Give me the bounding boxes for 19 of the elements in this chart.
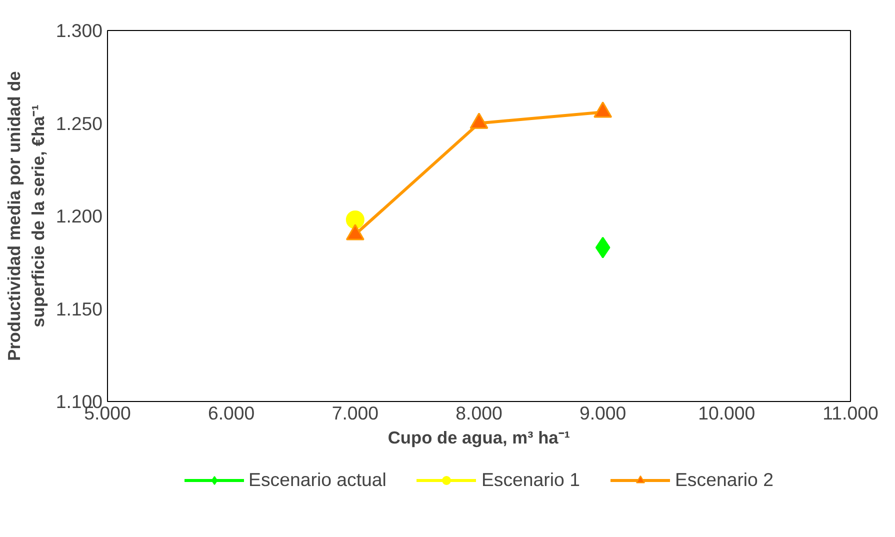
y-tick-label: 1.200 (56, 206, 102, 226)
x-tick-label: 10.000 (698, 402, 756, 424)
x-tick-label: 11.000 (822, 402, 878, 424)
x-axis-title: Cupo de agua, m³ ha⁻¹ (388, 428, 570, 448)
point (470, 112, 488, 129)
x-tick-label: 9.000 (579, 402, 626, 424)
y-tick-label: 1.300 (56, 20, 102, 41)
y-tick-label: 1.250 (56, 112, 102, 134)
x-tick-label: 8.000 (456, 402, 502, 424)
legend-label: Escenario 1 (481, 469, 580, 491)
y-axis-title: Productividad media por unidad de superficie de la serie, €ha⁻¹ (4, 70, 48, 361)
x-tick-label: 6.000 (208, 402, 255, 424)
y-tick-label: 1.150 (56, 298, 102, 320)
point (595, 236, 610, 258)
point (594, 102, 612, 118)
x-tick-label: 7.000 (332, 402, 379, 424)
legend-label: Escenario 2 (674, 469, 774, 491)
legend-label: Escenario actual (248, 469, 386, 491)
point (346, 210, 364, 229)
